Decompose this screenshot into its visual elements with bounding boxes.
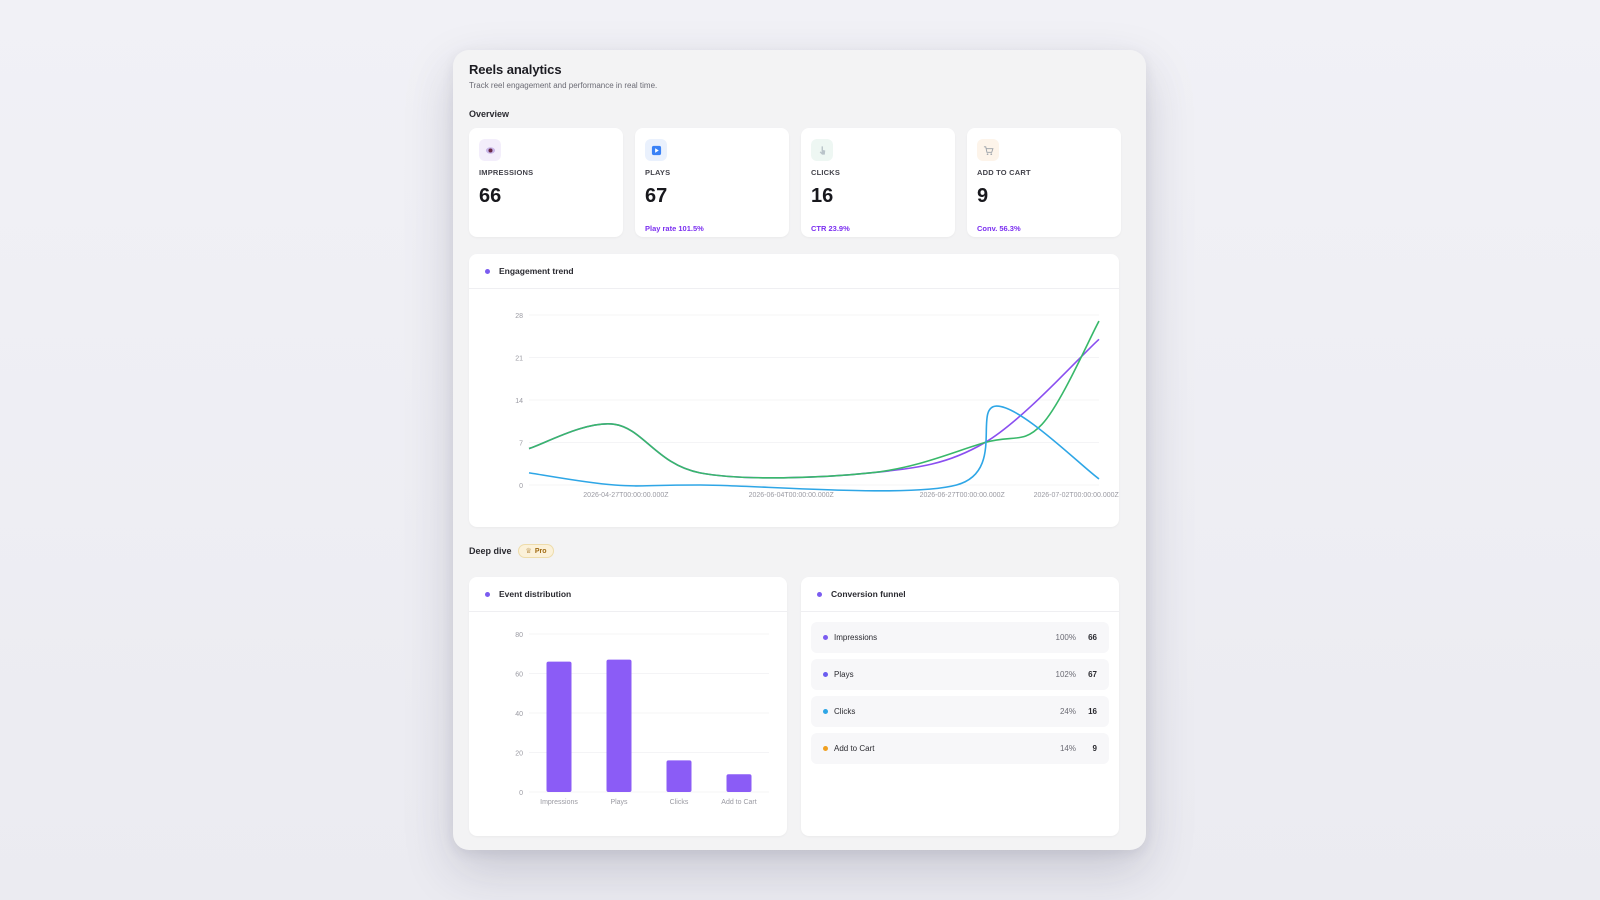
overview-label: Overview <box>469 109 510 119</box>
stat-sub: Play rate 101.5% <box>645 224 704 233</box>
y-tick-label: 60 <box>515 672 523 679</box>
dot-icon <box>823 746 828 751</box>
engagement-trend-card: Engagement trend 0 7 14 21 28 2026-04-27T00:0… <box>469 254 1120 527</box>
stat-value: 67 <box>645 185 668 207</box>
y-tick-label: 80 <box>515 632 523 639</box>
dot-icon <box>823 672 828 677</box>
stat-value: 66 <box>479 185 502 207</box>
deep-dive-heading: Deep dive ♕ Pro <box>469 544 555 558</box>
stat-label: IMPRESSIONS <box>479 168 534 177</box>
conversion-funnel-header: Conversion funnel <box>801 577 1119 612</box>
pro-badge: ♕ Pro <box>517 544 555 558</box>
stat-cards: IMPRESSIONS 66 PLAYS 67 Play rate 101.5%… <box>469 128 1130 237</box>
funnel-name: Plays <box>834 670 854 679</box>
funnel-row-add-to-cart: Add to Cart 14% 9 <box>811 733 1109 764</box>
engagement-trend-chart: 0 7 14 21 28 2026-04-27T00:00:00.000Z 2026-06-… <box>515 313 1119 499</box>
funnel-percent: 100% <box>1055 633 1076 642</box>
funnel-count: 67 <box>1088 670 1097 679</box>
dot-icon <box>485 591 490 597</box>
crown-icon: ♕ <box>525 548 532 555</box>
series-line-0 <box>528 338 1100 479</box>
stat-label: CLICKS <box>811 168 841 177</box>
y-tick-label: 28 <box>515 313 523 320</box>
event-distribution-card: Event distribution 0 20 40 60 80 Impressions P… <box>469 577 787 836</box>
x-tick-label: Plays <box>610 799 628 806</box>
funnel-name: Impressions <box>834 633 878 642</box>
page-subtitle: Track reel engagement and performance in… <box>469 81 658 90</box>
dot-icon <box>485 268 490 274</box>
y-tick-label: 21 <box>515 356 523 363</box>
funnel-row-plays: Plays 102% 67 <box>811 659 1109 690</box>
engagement-trend-header: Engagement trend <box>469 254 1119 289</box>
stat-label: PLAYS <box>645 168 671 177</box>
stat-sub: CTR 23.9% <box>811 224 850 233</box>
dot-icon <box>823 635 828 640</box>
y-tick-label: 20 <box>515 751 523 758</box>
dot-icon <box>823 709 828 714</box>
x-tick-label: 2026-07-02T00:00:00.000Z <box>1034 492 1119 499</box>
stat-card-clicks: CLICKS 16 CTR 23.9% <box>801 128 955 237</box>
stat-label: ADD TO CART <box>977 168 1031 177</box>
funnel-percent: 24% <box>1059 707 1076 716</box>
x-tick-label: Add to Cart <box>721 799 756 806</box>
funnel-row-clicks: Clicks 24% 16 <box>811 696 1109 727</box>
bar-add-to-cart <box>726 774 752 792</box>
funnel-percent: 102% <box>1055 670 1076 679</box>
funnel-count: 16 <box>1088 707 1097 716</box>
stat-card-impressions: IMPRESSIONS 66 <box>469 128 623 237</box>
event-distribution-title: Event distribution <box>499 589 572 599</box>
conversion-funnel-card: Conversion funnel Impressions 100% 66 Pl… <box>801 577 1119 836</box>
funnel-name: Clicks <box>834 707 856 716</box>
bar-clicks <box>666 760 692 792</box>
x-tick-label: Clicks <box>670 799 689 806</box>
pointer-icon <box>811 139 833 161</box>
conversion-funnel-title: Conversion funnel <box>831 589 906 599</box>
x-tick-label: 2026-04-27T00:00:00.000Z <box>583 492 669 499</box>
page-title: Reels analytics <box>469 62 562 77</box>
event-distribution-chart: 0 20 40 60 80 Impressions Plays Clicks Add to Ca… <box>515 632 769 806</box>
deep-dive-label: Deep dive <box>469 546 512 556</box>
stat-sub: Conv. 56.3% <box>977 224 1021 233</box>
eye-icon <box>479 139 501 161</box>
bar-plays <box>606 659 632 792</box>
engagement-trend-title: Engagement trend <box>499 266 574 276</box>
y-tick-label: 14 <box>515 398 523 405</box>
y-tick-label: 0 <box>519 790 523 797</box>
funnel-count: 66 <box>1088 633 1097 642</box>
funnel-list: Impressions 100% 66 Plays 102% 67 Clicks… <box>801 612 1119 764</box>
x-tick-label: 2026-06-27T00:00:00.000Z <box>920 492 1006 499</box>
event-distribution-header: Event distribution <box>469 577 787 612</box>
y-tick-label: 40 <box>515 711 523 718</box>
cart-icon <box>977 139 999 161</box>
analytics-panel: Reels analytics Track reel engagement an… <box>453 50 1146 850</box>
y-tick-label: 7 <box>519 441 523 448</box>
y-tick-label: 0 <box>519 483 523 490</box>
funnel-name: Add to Cart <box>834 744 875 753</box>
play-icon <box>645 139 667 161</box>
series-line-2 <box>528 405 1100 492</box>
pro-badge-label: Pro <box>534 547 547 555</box>
bar-impressions <box>546 661 572 792</box>
x-tick-label: Impressions <box>540 799 578 806</box>
stat-card-plays: PLAYS 67 Play rate 101.5% <box>635 128 789 237</box>
dot-icon <box>817 591 822 597</box>
funnel-count: 9 <box>1092 744 1097 753</box>
funnel-row-impressions: Impressions 100% 66 <box>811 622 1109 653</box>
series-line-1 <box>528 320 1100 479</box>
stat-value: 9 <box>977 185 989 207</box>
x-tick-label: 2026-06-04T00:00:00.000Z <box>749 492 835 499</box>
stat-card-add-to-cart: ADD TO CART 9 Conv. 56.3% <box>967 128 1121 237</box>
stat-value: 16 <box>811 185 834 207</box>
funnel-percent: 14% <box>1059 744 1076 753</box>
